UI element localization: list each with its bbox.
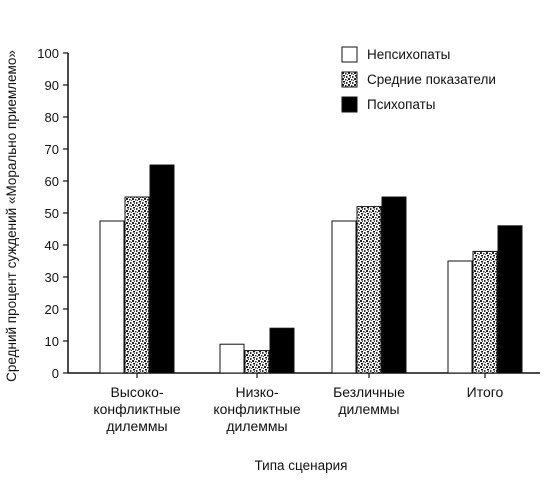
legend-label: Средние показатели	[367, 72, 496, 87]
x-category-label: Итого	[467, 384, 504, 400]
x-category-label: Высоко-конфликтные дилеммы	[93, 384, 180, 434]
bar	[99, 220, 125, 374]
bar	[381, 196, 407, 374]
y-tick-label: 70	[45, 142, 59, 157]
legend: Непсихопаты Средние показатели Психопаты	[341, 46, 496, 113]
y-tick-label: 60	[45, 174, 59, 189]
bars	[99, 164, 523, 374]
legend-swatch	[341, 46, 358, 63]
y-tick-label: 40	[45, 238, 59, 253]
bar	[124, 196, 150, 374]
y-tick-label: 0	[52, 366, 59, 381]
bar	[356, 206, 382, 374]
bar	[472, 250, 498, 374]
y-tick-label: 80	[45, 110, 59, 125]
bar	[219, 343, 245, 374]
y-tick-label: 50	[45, 206, 59, 221]
x-axis-title: Типа сценария	[255, 458, 348, 473]
legend-swatch	[341, 71, 358, 88]
bar	[149, 164, 175, 374]
x-category-label: Безличные дилеммы	[333, 384, 405, 417]
x-category-label: Низко-конфликтные дилеммы	[213, 384, 300, 434]
bar	[269, 327, 295, 374]
legend-label: Непсихопаты	[367, 47, 450, 62]
y-tick-label: 10	[45, 334, 59, 349]
y-tick-label: 30	[45, 270, 59, 285]
bar	[331, 220, 357, 374]
bar	[497, 225, 523, 374]
y-tick-label: 90	[45, 78, 59, 93]
y-axis-title: Средний процент суждений «Морально прием…	[4, 50, 19, 382]
legend-swatch	[341, 96, 358, 113]
legend-label: Психопаты	[367, 97, 436, 112]
y-tick-label: 20	[45, 302, 59, 317]
category-labels: Высоко-конфликтные дилеммы Низко-конфликтн…	[93, 384, 503, 434]
bar	[244, 350, 270, 374]
y-tick-label: 100	[37, 46, 59, 61]
bar	[447, 260, 473, 374]
